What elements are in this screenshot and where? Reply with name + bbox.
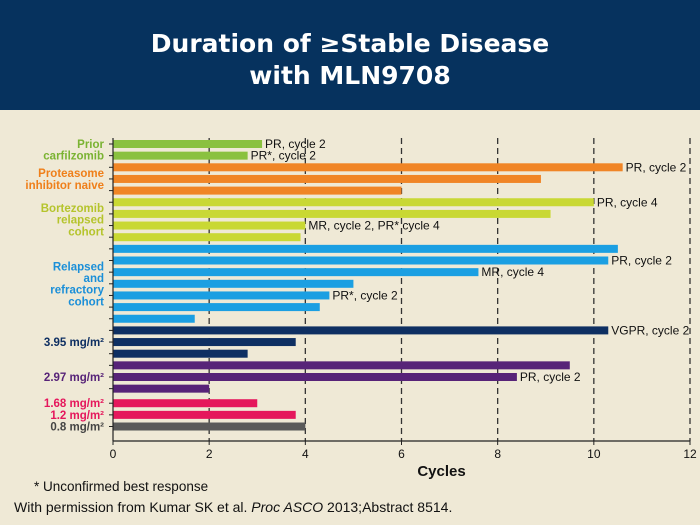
group-label: 1.2 mg/m² <box>50 410 104 422</box>
x-tick-label: 12 <box>683 447 697 461</box>
bar <box>113 140 263 148</box>
group-label: 2.97 mg/m² <box>44 372 104 384</box>
bar-annotation: PR*, cycle 2 <box>332 288 398 302</box>
group-label-line: cohort <box>68 296 104 308</box>
bar-annotation: MR, cycle 4 <box>481 265 544 279</box>
citation-journal: Proc ASCO <box>251 499 324 515</box>
bar <box>113 244 618 253</box>
citation: With permission from Kumar SK et al. Pro… <box>14 499 452 515</box>
bar-annotation: PR, cycle 2 <box>520 370 581 384</box>
bar <box>113 279 354 288</box>
x-axis-label: Cycles <box>417 463 465 480</box>
footnote: * Unconfirmed best response <box>34 479 209 494</box>
bar <box>113 233 301 242</box>
x-tick-label: 8 <box>494 447 501 461</box>
bar <box>113 338 296 347</box>
bar <box>113 291 330 300</box>
bar-annotation: VGPR, cycle 2 <box>611 323 689 337</box>
duration-bar-chart: PR, cycle 2PR*, cycle 2PR, cycle 2PR, cy… <box>25 137 697 480</box>
group-label-line: relapsed <box>57 215 104 227</box>
bar <box>113 163 623 172</box>
bar <box>113 303 320 312</box>
bar-annotation: PR*, cycle 2 <box>251 149 317 163</box>
group-label-line: inhibitor naive <box>25 180 104 192</box>
bar <box>113 399 258 408</box>
x-tick-label: 10 <box>587 447 601 461</box>
group-label-line: Prior <box>77 139 104 151</box>
bar-annotation: PR, cycle 2 <box>265 137 326 151</box>
x-tick-label: 2 <box>206 447 213 461</box>
group-label: Relapsed and refractory cohort <box>50 261 104 308</box>
bar <box>113 221 306 230</box>
bar-annotation: PR, cycle 4 <box>597 195 658 209</box>
group-label-line: and <box>84 273 104 285</box>
group-label: Proteasome inhibitor naive <box>25 168 104 192</box>
bar-annotation: PR, cycle 2 <box>626 160 687 174</box>
group-label-line: 2.97 mg/m² <box>44 372 104 384</box>
group-label-line: carfilzomib <box>43 151 104 163</box>
x-tick-label: 6 <box>398 447 405 461</box>
bar <box>113 268 479 277</box>
bar <box>113 314 195 323</box>
bar <box>113 349 248 358</box>
bar <box>113 198 594 207</box>
bar <box>113 209 551 218</box>
chart-title-line2: with MLN9708 <box>249 61 451 90</box>
group-label-line: Bortezomib <box>41 203 104 215</box>
title-banner <box>0 0 700 110</box>
x-tick-label: 4 <box>302 447 309 461</box>
bar <box>113 256 609 265</box>
bar <box>113 373 517 381</box>
group-label: Prior carfilzomib <box>43 139 104 163</box>
bar <box>113 151 248 160</box>
group-label: 3.95 mg/m² <box>44 337 104 349</box>
group-label: 1.68 mg/m² <box>44 398 104 410</box>
x-tick-label: 0 <box>110 447 117 461</box>
group-label-line: Relapsed <box>53 261 104 273</box>
bar <box>113 361 570 370</box>
group-label-line: 1.68 mg/m² <box>44 398 104 410</box>
group-label-line: 1.2 mg/m² <box>50 410 104 422</box>
bar-annotation: MR, cycle 2, PR* cycle 4 <box>308 219 440 233</box>
group-label-line: refractory <box>50 285 104 297</box>
bar-annotation: PR, cycle 2 <box>611 254 672 268</box>
group-label: 0.8 mg/m² <box>50 422 104 434</box>
group-label-line: 0.8 mg/m² <box>50 422 104 434</box>
chart-title-line1: Duration of ≥Stable Disease <box>150 29 550 58</box>
citation-suffix: 2013;Abstract 8514. <box>327 499 453 515</box>
bar <box>113 384 210 393</box>
group-label-line: 3.95 mg/m² <box>44 337 104 349</box>
bar <box>113 326 609 335</box>
bar <box>113 422 306 431</box>
bar <box>113 186 402 195</box>
bar <box>113 410 296 419</box>
group-label-line: Proteasome <box>38 168 104 180</box>
bar <box>113 174 541 183</box>
group-label: Bortezomib relapsed cohort <box>41 203 104 238</box>
citation-prefix: With permission from Kumar SK et al. <box>14 499 248 515</box>
group-label-line: cohort <box>68 226 104 238</box>
